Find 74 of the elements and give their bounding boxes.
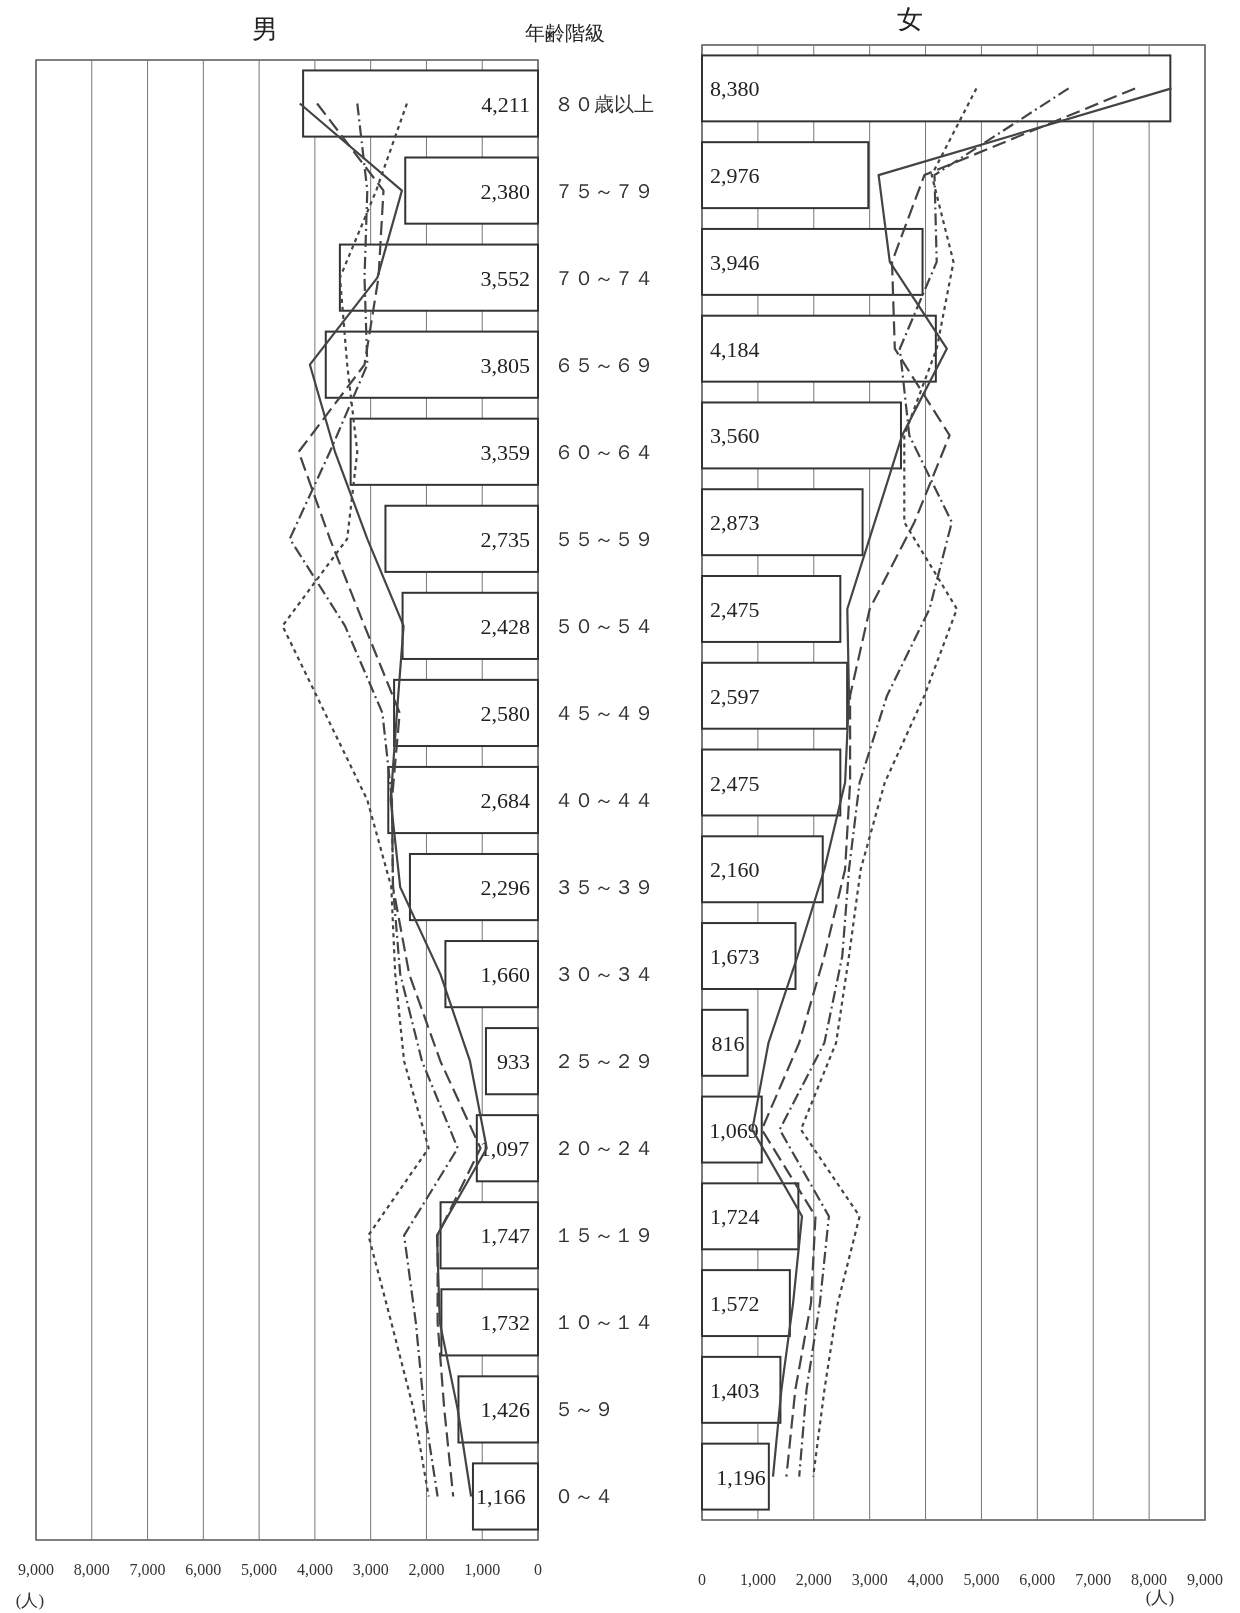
- data-label: 1,166: [475, 1484, 526, 1510]
- x-tick-label: 0: [698, 1571, 706, 1588]
- y-tick-label: ５～９: [554, 1398, 614, 1421]
- y-tick-label: ８０歳以上: [554, 92, 654, 115]
- data-label: 1,403: [710, 1377, 760, 1403]
- x-tick-label: 2,000: [795, 1571, 832, 1588]
- data-label: 1,426: [480, 1397, 530, 1423]
- x-tick-label: 9,000: [1187, 1571, 1223, 1588]
- data-label: 1,196: [716, 1464, 766, 1490]
- data-label: 2,296: [480, 875, 530, 901]
- data-label: 1,572: [710, 1291, 760, 1317]
- x-tick-label: 8,000: [1131, 1571, 1168, 1588]
- x-tick-label: 4,000: [296, 1561, 333, 1578]
- x-tick-label: 2,000: [408, 1561, 445, 1578]
- x-tick-label: 1,000: [464, 1561, 501, 1578]
- data-label: 4,184: [710, 336, 760, 362]
- x-tick-label: 3,000: [352, 1561, 389, 1578]
- x-tick-label: 7,000: [1075, 1571, 1112, 1588]
- data-label: 933: [497, 1049, 530, 1075]
- y-tick-label: ２５～２９: [554, 1050, 654, 1073]
- data-label: 3,552: [480, 265, 530, 291]
- data-label: 2,428: [480, 613, 530, 639]
- data-label: 2,580: [480, 700, 530, 726]
- x-tick-label: 5,000: [241, 1561, 278, 1578]
- y-tick-label: ２０～２４: [554, 1137, 654, 1160]
- x-tick-label: 4,000: [907, 1571, 944, 1588]
- y-tick-label: ０～４: [554, 1485, 614, 1508]
- x-axis-title: (人): [15, 1591, 45, 1610]
- data-label: 4,211: [481, 91, 530, 117]
- y-tick-label: ５０～５４: [554, 614, 654, 637]
- data-label: 8,380: [710, 76, 760, 102]
- x-tick-label: 7,000: [129, 1561, 166, 1578]
- y-axis-title: 年齢階級: [525, 22, 605, 44]
- y-tick-label: ５５～５９: [554, 527, 654, 550]
- data-label: 3,805: [480, 352, 530, 378]
- data-label: 2,475: [710, 770, 760, 796]
- y-tick-label: ６５～６９: [554, 353, 654, 376]
- data-label: 2,160: [710, 857, 760, 883]
- x-tick-label: 3,000: [851, 1571, 888, 1588]
- y-tick-label: ４０～４４: [554, 789, 654, 811]
- data-label: 1,673: [710, 944, 760, 970]
- x-tick-label: 8,000: [73, 1561, 110, 1578]
- chart-title: 男: [252, 15, 278, 44]
- data-label: 1,747: [480, 1223, 530, 1249]
- data-label: 816: [711, 1030, 745, 1056]
- data-label: 2,735: [480, 526, 530, 552]
- y-tick-label: ７５～７９: [554, 179, 654, 202]
- x-tick-label: 9,000: [18, 1561, 54, 1578]
- data-label: 3,359: [480, 439, 530, 465]
- data-label: 1,732: [480, 1310, 530, 1336]
- y-tick-label: １５～１９: [554, 1224, 654, 1247]
- data-label: 1,660: [480, 962, 530, 988]
- x-tick-label: 6,000: [185, 1561, 222, 1578]
- data-label: 3,946: [710, 249, 760, 275]
- y-tick-label: ４５～４９: [554, 701, 654, 724]
- y-tick-label: ７０～７４: [554, 266, 654, 289]
- chart-title: 女: [897, 5, 923, 34]
- x-tick-label: 5,000: [963, 1571, 1000, 1588]
- y-tick-label: １０～１４: [554, 1311, 654, 1334]
- data-label: 3,560: [710, 423, 760, 449]
- x-tick-label: 6,000: [1019, 1571, 1056, 1588]
- x-axis-title: (人): [1145, 1588, 1175, 1607]
- y-tick-label: ３５～３９: [554, 876, 654, 899]
- x-tick-label: 1,000: [739, 1571, 776, 1588]
- y-tick-label: ３０～３４: [554, 963, 654, 986]
- y-tick-label: ６０～６４: [554, 440, 654, 463]
- data-label: 2,976: [710, 163, 760, 189]
- data-label: 2,684: [480, 788, 530, 813]
- data-label: 2,475: [710, 596, 760, 622]
- data-label: 2,380: [480, 178, 530, 204]
- data-label: 2,597: [710, 683, 760, 709]
- x-tick-label: 0: [534, 1561, 542, 1578]
- data-label: 2,873: [710, 510, 760, 536]
- data-label: 1,724: [710, 1204, 760, 1230]
